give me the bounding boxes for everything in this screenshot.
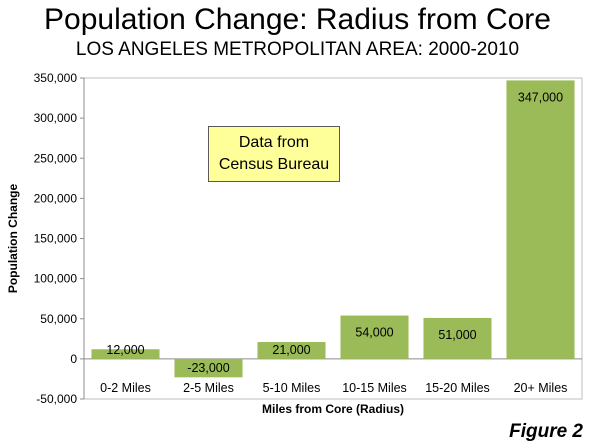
bar-data-label: 51,000	[438, 328, 476, 342]
y-tick-label: -50,000	[36, 392, 77, 406]
bar-data-label: -23,000	[187, 361, 229, 375]
x-category-label: 0-2 Miles	[100, 381, 151, 395]
x-category-label: 20+ Miles	[514, 381, 568, 395]
note-line-2: Census Bureau	[218, 156, 330, 173]
x-category-label: 15-20 Miles	[425, 381, 490, 395]
y-tick-label: 200,000	[34, 191, 78, 205]
y-tick-label: 0	[70, 352, 77, 366]
bar	[257, 342, 326, 359]
y-tick-label: 250,000	[34, 151, 78, 165]
bar	[174, 358, 243, 378]
bar	[91, 349, 160, 359]
bar	[506, 80, 575, 359]
bar-data-label: 12,000	[106, 343, 144, 357]
data-source-note: Data from Census Bureau	[208, 126, 340, 182]
bar	[423, 317, 492, 359]
chart-title: Population Change: Radius from Core	[44, 3, 551, 36]
y-tick-label: 100,000	[34, 272, 78, 286]
bar-data-label: 54,000	[355, 326, 393, 340]
bar-data-label: 347,000	[518, 90, 563, 104]
note-line-1: Data from	[238, 134, 310, 151]
x-category-label: 2-5 Miles	[183, 381, 234, 395]
y-tick-label: 350,000	[34, 71, 78, 85]
y-tick-label: 50,000	[40, 312, 77, 326]
x-category-label: 10-15 Miles	[342, 381, 407, 395]
y-tick-label: 300,000	[34, 111, 78, 125]
y-tick-label: 150,000	[34, 232, 78, 246]
bar	[340, 315, 409, 359]
x-category-label: 5-10 Miles	[263, 381, 321, 395]
chart-subtitle: LOS ANGELES METROPOLITAN AREA: 2000-2010	[75, 39, 520, 60]
x-axis-title: Miles from Core (Radius)	[262, 402, 404, 416]
y-axis-title: Population Change	[6, 184, 20, 294]
bar-data-label: 21,000	[272, 343, 310, 357]
figure-label: Figure 2	[509, 421, 583, 442]
